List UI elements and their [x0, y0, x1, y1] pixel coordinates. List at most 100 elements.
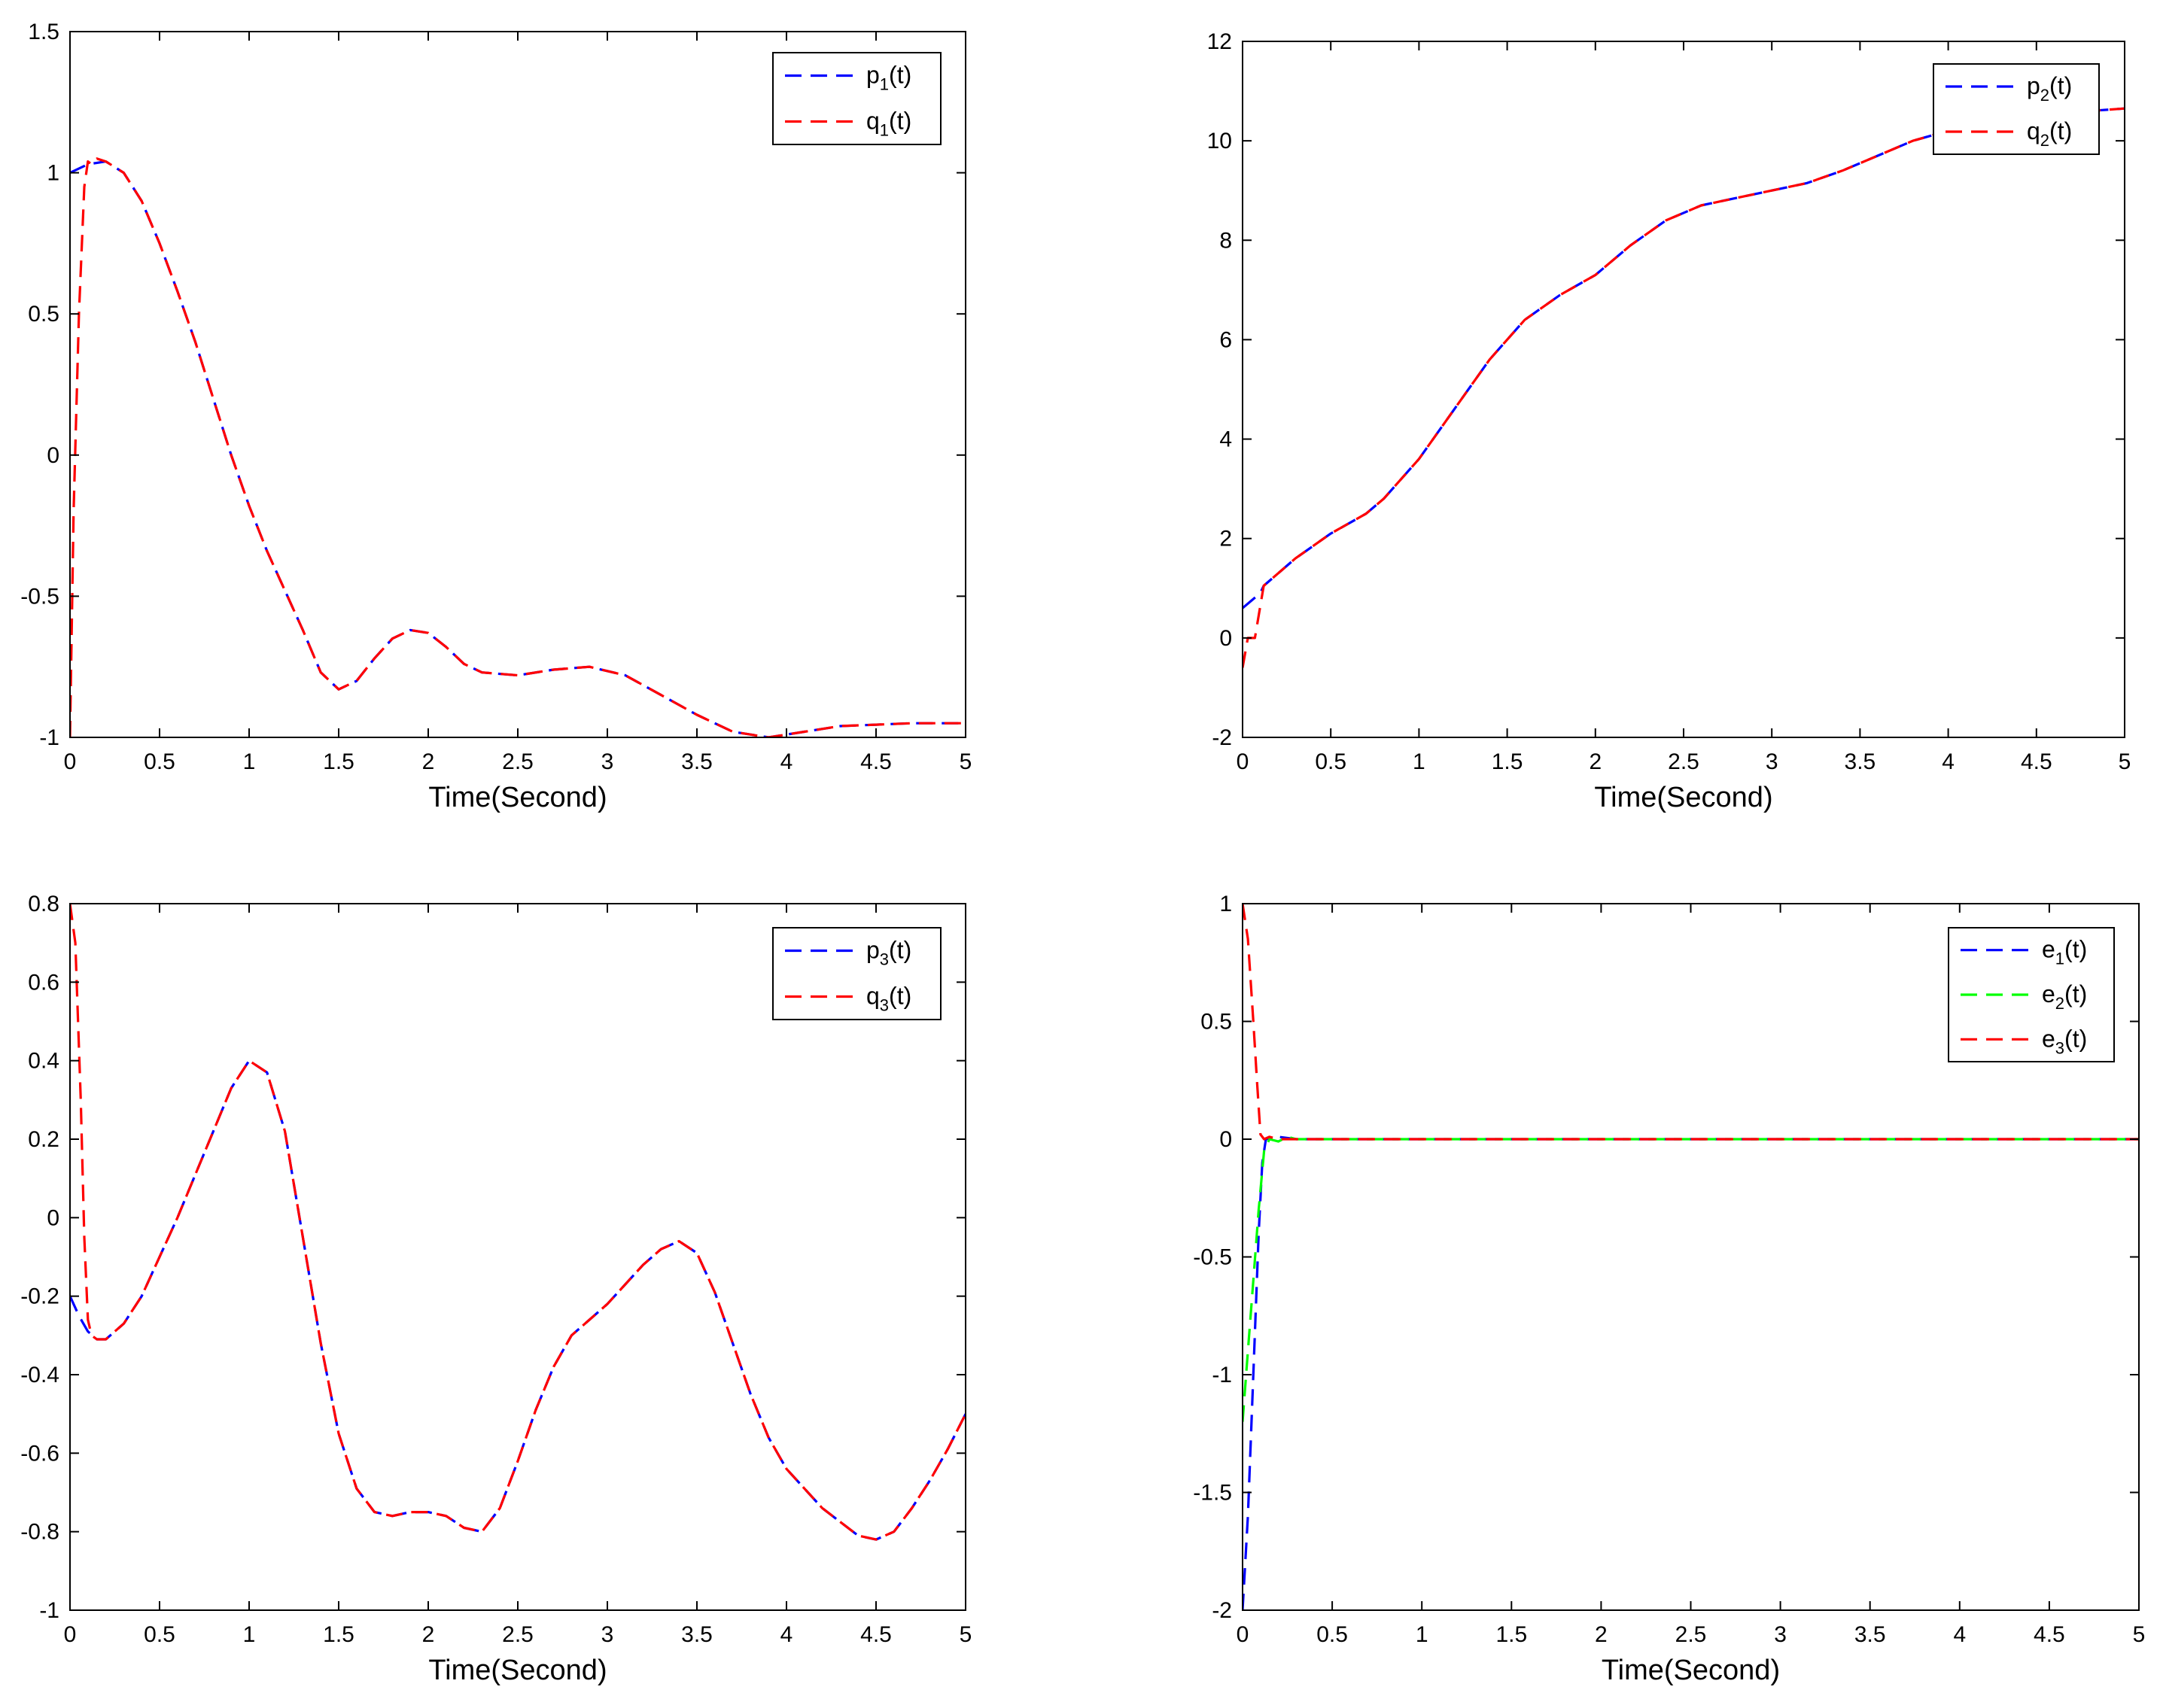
y-tick-label: -1 — [39, 1598, 59, 1623]
x-tick-label: 4.5 — [2034, 1622, 2065, 1647]
y-tick-label: -0.2 — [20, 1284, 59, 1309]
y-tick-label: 10 — [1207, 129, 1232, 153]
x-tick-label: 0.5 — [144, 749, 175, 774]
series-line-p3 — [70, 1059, 966, 1541]
x-tick-label: 0.5 — [1316, 1622, 1348, 1647]
legend: p1(t) q1(t) — [772, 52, 942, 145]
y-tick-label: 0 — [1219, 626, 1232, 651]
legend-box — [1933, 63, 2100, 155]
y-tick-label: 0.4 — [28, 1049, 59, 1074]
x-tick-label: 3.5 — [1854, 1622, 1886, 1647]
y-tick-label: -0.8 — [20, 1520, 59, 1545]
x-tick-label: 4 — [1942, 749, 1955, 774]
y-tick-label: 0 — [47, 1205, 59, 1230]
legend: e1(t) e2(t) e3(t) — [1948, 927, 2115, 1062]
legend-box — [772, 927, 942, 1020]
x-tick-label: 4.5 — [860, 749, 892, 774]
legend-label-q2: q2(t) — [2027, 117, 2072, 150]
y-tick-label: -0.6 — [20, 1441, 59, 1466]
x-axis-title: Time(Second) — [1602, 1655, 1780, 1686]
x-tick-label: 3 — [601, 749, 614, 774]
y-tick-label: 8 — [1219, 228, 1232, 253]
y-tick-label: -1 — [39, 725, 59, 750]
x-tick-label: 0.5 — [144, 1622, 175, 1647]
y-tick-label: 6 — [1219, 327, 1232, 352]
x-tick-label: 1 — [1413, 749, 1425, 774]
y-tick-label: 1 — [47, 161, 59, 186]
series-line-p2 — [1243, 107, 2125, 609]
x-tick-label: 1 — [1416, 1622, 1428, 1647]
x-tick-label: 5 — [2133, 1622, 2146, 1647]
chart-panel-2: 0 0.5 1 1.5 2 2.5 3 3.5 4 4.5 5-2024681012Time(Sec… — [1207, 29, 2131, 813]
x-tick-label: 3 — [1766, 749, 1778, 774]
x-axis-title: Time(Second) — [428, 782, 607, 813]
x-tick-label: 0 — [64, 749, 77, 774]
x-axis-title: Time(Second) — [428, 1655, 607, 1686]
legend-label-e1: e1(t) — [2042, 936, 2087, 968]
x-tick-label: 1 — [243, 1622, 256, 1647]
series-line-p1 — [70, 160, 966, 737]
y-tick-label: 0.6 — [28, 970, 59, 995]
y-tick-label: 1.5 — [28, 20, 59, 44]
x-tick-label: 5 — [2119, 749, 2131, 774]
legend-label-q1: q1(t) — [866, 108, 911, 140]
legend: p3(t) q3(t) — [772, 927, 942, 1020]
legend: p2(t) q2(t) — [1933, 63, 2100, 155]
x-tick-label: 2 — [422, 1622, 435, 1647]
x-tick-label: 2 — [422, 749, 435, 774]
x-tick-label: 1.5 — [1492, 749, 1523, 774]
y-tick-label: 0.8 — [28, 892, 59, 916]
y-tick-label: 4 — [1219, 427, 1232, 452]
x-tick-label: 1 — [243, 749, 256, 774]
x-tick-label: 4 — [1953, 1622, 1966, 1647]
x-tick-label: 1.5 — [323, 749, 354, 774]
x-tick-label: 2.5 — [1675, 1622, 1707, 1647]
x-tick-label: 3 — [1774, 1622, 1787, 1647]
series-line-q1 — [70, 157, 966, 737]
y-tick-label: -0.4 — [20, 1363, 59, 1387]
y-tick-label: -0.5 — [20, 584, 59, 609]
x-tick-label: 1.5 — [323, 1622, 354, 1647]
x-tick-label: 4 — [780, 1622, 793, 1647]
legend-label-q3: q3(t) — [866, 983, 911, 1015]
x-tick-label: 0 — [1237, 749, 1249, 774]
y-tick-label: 0.5 — [28, 302, 59, 327]
series-line-q2 — [1243, 107, 2125, 668]
x-tick-label: 2 — [1595, 1622, 1608, 1647]
series-line-e1 — [1243, 1135, 2139, 1610]
y-tick-label: 1 — [1219, 892, 1232, 916]
legend-label-p3: p3(t) — [866, 937, 911, 969]
x-tick-label: 0.5 — [1315, 749, 1346, 774]
x-tick-label: 2.5 — [1668, 749, 1699, 774]
x-tick-label: 5 — [960, 749, 972, 774]
x-tick-label: 2.5 — [502, 1622, 534, 1647]
y-tick-label: -1.5 — [1193, 1481, 1232, 1506]
legend-box — [772, 52, 942, 145]
x-tick-label: 0 — [64, 1622, 77, 1647]
legend-label-p1: p1(t) — [866, 62, 911, 94]
series-line-e3 — [1243, 904, 2139, 1141]
legend-label-p2: p2(t) — [2027, 72, 2072, 105]
y-tick-label: 12 — [1207, 29, 1232, 54]
y-tick-label: 2 — [1219, 527, 1232, 552]
x-tick-label: 3 — [601, 1622, 614, 1647]
y-tick-label: 0.5 — [1200, 1010, 1232, 1035]
legend-label-e2: e2(t) — [2042, 980, 2087, 1013]
y-tick-label: -1 — [1212, 1363, 1232, 1387]
series-line-q3 — [70, 904, 966, 1541]
x-tick-label: 5 — [960, 1622, 972, 1647]
y-tick-label: -0.5 — [1193, 1245, 1232, 1270]
x-axis-title: Time(Second) — [1594, 782, 1772, 813]
y-tick-label: -2 — [1212, 1598, 1232, 1623]
x-tick-label: 4 — [780, 749, 793, 774]
legend-label-e3: e3(t) — [2042, 1025, 2087, 1057]
chart-panel-4: 0 0.5 1 1.5 2 2.5 3 3.5 4 4.5 5 -2 -1.5 -1 -0.5 0 0.5 1 Ti… — [1193, 892, 2145, 1686]
series-line-e2 — [1243, 1135, 2139, 1422]
x-tick-label: 0 — [1237, 1622, 1249, 1647]
x-tick-label: 3.5 — [681, 749, 713, 774]
x-tick-label: 4.5 — [2021, 749, 2052, 774]
chart-panel-3: 0 0.5 1 1.5 2 2.5 3 3.5 4 4.5 5 -1 -0.8 -0.6 -0.4 -0.2 0… — [20, 892, 972, 1686]
x-tick-label: 2 — [1589, 749, 1602, 774]
y-tick-label: 0 — [1219, 1127, 1232, 1152]
